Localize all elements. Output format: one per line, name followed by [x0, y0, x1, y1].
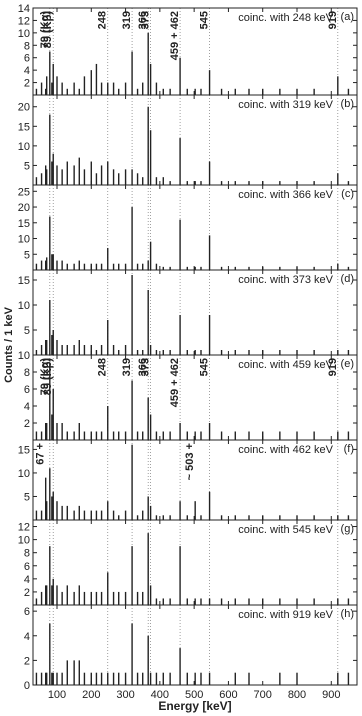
y-tick-label: 4 — [24, 401, 30, 413]
peak-annotation: 545 — [199, 358, 211, 376]
y-tick-label: 25 — [18, 186, 30, 198]
peak-annotation: 459 + 462 — [169, 358, 181, 407]
peak-annotation: 373 — [140, 11, 152, 29]
peak-annotation: 79 (Kα) — [39, 358, 51, 396]
panel-subtitle: coinc. with 462 keV — [238, 444, 333, 456]
y-tick-label: 2 — [24, 418, 30, 430]
panel-subtitle: coinc. with 373 keV — [238, 274, 333, 286]
y-tick-label: 8 — [24, 367, 30, 379]
x-tick-label: 800 — [288, 689, 306, 701]
x-tick-label: 500 — [185, 689, 203, 701]
panel-label: (d) — [341, 273, 354, 285]
panel-label: (e) — [341, 358, 354, 370]
panel-subtitle: coinc. with 366 keV — [238, 189, 333, 201]
peak-annotation: 319 — [121, 11, 133, 29]
y-tick-label: 10 — [18, 300, 30, 312]
peak-annotation: 459 + 462 — [169, 11, 181, 60]
peak-annotation: 373 — [140, 358, 152, 376]
y-tick-label: 10 — [18, 141, 30, 153]
y-tick-label: 6 — [24, 384, 30, 396]
panel-subtitle: coinc. with 545 keV — [238, 524, 333, 536]
panel-label: (f) — [344, 443, 354, 455]
panel-frame — [32, 604, 358, 686]
y-tick-label: 6 — [24, 606, 30, 618]
peak-annotation: 248 — [97, 358, 109, 376]
y-tick-label: 2 — [24, 655, 30, 667]
y-tick-label: 10 — [18, 234, 30, 246]
peak-annotation: 366 — [137, 358, 149, 376]
y-tick-label: 8 — [24, 548, 30, 560]
peak-annotation: 919 — [327, 11, 339, 29]
y-tick-label: 20 — [18, 202, 30, 214]
peak-annotation: 319 — [121, 358, 133, 376]
y-tick-label: 12 — [18, 15, 30, 27]
y-tick-label: 5 — [24, 491, 30, 503]
peak-annotation: 79 (Kα) — [39, 11, 51, 49]
panel-subtitle: coinc. with 319 keV — [238, 99, 333, 111]
y-tick-label: 10 — [18, 350, 30, 362]
panel-label: (h) — [341, 608, 354, 620]
y-tick-label: 12 — [18, 522, 30, 534]
panel-label: (c) — [341, 188, 354, 200]
x-tick-label: 700 — [254, 689, 272, 701]
peak-annotation: 248 — [97, 11, 109, 29]
y-tick-label: 2 — [24, 78, 30, 90]
y-tick-label: 5 — [24, 160, 30, 172]
y-tick-label: 10 — [18, 535, 30, 547]
y-tick-label: 15 — [18, 121, 30, 133]
y-tick-label: 4 — [24, 631, 30, 643]
y-tick-label: 5 — [24, 249, 30, 261]
peak-annotation: 67 + — [35, 443, 47, 465]
panel-label: (b) — [341, 98, 354, 110]
x-tick-label: 300 — [116, 689, 134, 701]
panel-subtitle: coinc. with 248 keV — [238, 12, 333, 24]
y-tick-label: 15 — [18, 444, 30, 456]
y-tick-label: 15 — [18, 275, 30, 287]
y-axis-label: Counts / 1 keV — [3, 306, 15, 382]
y-tick-label: 4 — [24, 65, 30, 77]
peak-annotation: 919 — [327, 358, 339, 376]
y-tick-label: 5 — [24, 325, 30, 337]
y-tick-label: 15 — [18, 218, 30, 230]
panel-subtitle: coinc. with 919 keV — [238, 609, 333, 621]
y-tick-label: 20 — [18, 102, 30, 114]
peak-annotation: ~ 503 + — [184, 443, 196, 480]
panel-subtitle: coinc. with 459 keV — [238, 359, 333, 371]
x-tick-label: 900 — [322, 689, 340, 701]
peak-annotation: 366 — [137, 11, 149, 29]
y-tick-label: 10 — [18, 28, 30, 40]
y-tick-label: 0 — [24, 680, 30, 692]
x-axis-label: Energy [keV] — [158, 699, 231, 713]
y-tick-label: 2 — [24, 587, 30, 599]
peak-annotation: 545 — [199, 11, 211, 29]
x-tick-label: 600 — [219, 689, 237, 701]
y-tick-label: 4 — [24, 574, 30, 586]
y-tick-label: 10 — [18, 468, 30, 480]
panel-label: (g) — [341, 523, 354, 535]
y-tick-label: 8 — [24, 40, 30, 52]
y-tick-label: 6 — [24, 53, 30, 65]
x-tick-label: 200 — [82, 689, 100, 701]
peak-annotation: 89 (Kβ) — [42, 358, 54, 396]
x-tick-label: 400 — [151, 689, 169, 701]
x-tick-label: 100 — [48, 689, 66, 701]
panel-label: (a) — [341, 11, 354, 23]
peak-annotation: 89 (Kβ) — [42, 11, 54, 49]
y-tick-label: 14 — [18, 3, 30, 15]
y-tick-label: 6 — [24, 561, 30, 573]
